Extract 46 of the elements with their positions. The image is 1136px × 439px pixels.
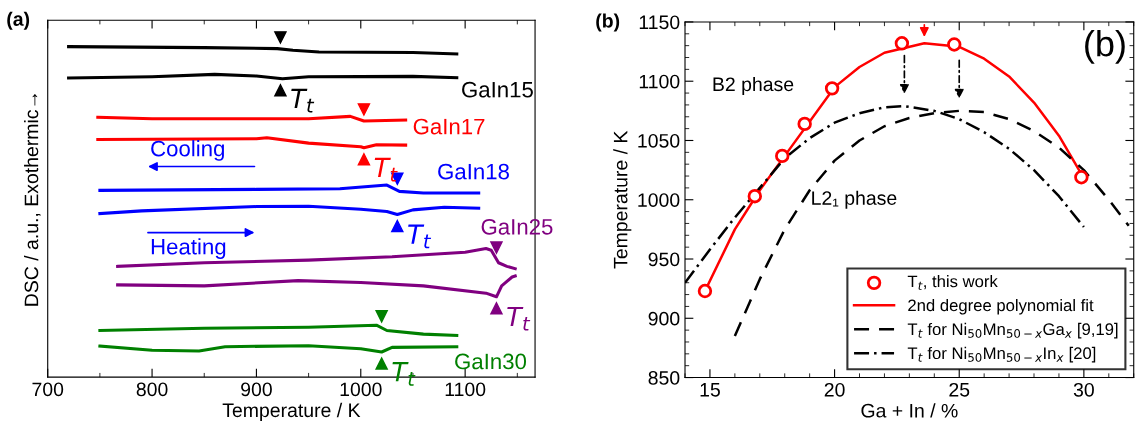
point — [747, 188, 763, 204]
x-tick-label: 800 — [136, 382, 168, 397]
y-tick-label: 1050 — [638, 133, 680, 148]
point — [1074, 170, 1089, 185]
annotation: (b) — [1085, 30, 1125, 64]
x-axis-title: Temperature / K — [222, 402, 361, 421]
x-tick-label: 700 — [32, 382, 64, 397]
legend-label: GaIn18 — [438, 163, 509, 180]
x-tick-label: 15 — [700, 383, 720, 397]
annotation: Cooling — [151, 140, 224, 161]
x-tick-label: 1000 — [340, 382, 382, 397]
y-tick-label: 1000 — [638, 193, 680, 207]
annotation: T$_{t}$ — [408, 224, 432, 249]
y-axis-title: DSC / a.u., Exothermic→ — [24, 94, 41, 306]
point — [947, 37, 962, 52]
text: T$_{t}$ for Ni$_{50}$Mn$_{50−x}$Ga$_{x}$ [9,19] — [907, 322, 1118, 339]
y-tick-label: 1100 — [639, 74, 680, 89]
legend-label: 2nd degree polynomial fit — [908, 299, 1094, 315]
legend-label: T$_{t}$, this work — [907, 275, 998, 290]
y-tick-label: 950 — [648, 252, 680, 267]
annotation: B2 phase — [713, 76, 794, 96]
point — [775, 148, 790, 164]
chart-title: (a) — [7, 11, 30, 30]
x-tick-label: 20 — [824, 382, 845, 397]
annotation: Heating — [151, 238, 226, 259]
text: T$_{t}$ for Ni$_{50}$Mn$_{50−x}$In$_{x}$ [20] — [907, 346, 1096, 363]
point — [697, 283, 713, 299]
point — [894, 36, 910, 51]
series-label: GaIn15 — [462, 81, 533, 98]
point — [824, 81, 840, 96]
annotation: T$_{t}$ — [291, 88, 315, 113]
y-axis-title: Temperature / K — [613, 130, 632, 269]
series-label: GaIn30 — [455, 353, 527, 370]
y-tick-label: 850 — [648, 371, 680, 385]
point — [797, 116, 812, 132]
x-tick-label: 1100 — [445, 382, 486, 397]
y-tick-label: 1150 — [639, 15, 680, 30]
chart-title: (b) — [596, 13, 620, 32]
annotation: T$_{t}$ — [507, 306, 531, 331]
x-tick-label: 25 — [949, 382, 970, 397]
x-tick-label: 900 — [241, 382, 272, 397]
y-tick-label: 900 — [648, 311, 680, 326]
x-axis-title: Ga + In / % — [861, 403, 958, 418]
x-tick-label: 30 — [1073, 382, 1094, 397]
series-label: GaIn17 — [413, 118, 485, 135]
annotation: L2₁ phase — [812, 190, 897, 209]
